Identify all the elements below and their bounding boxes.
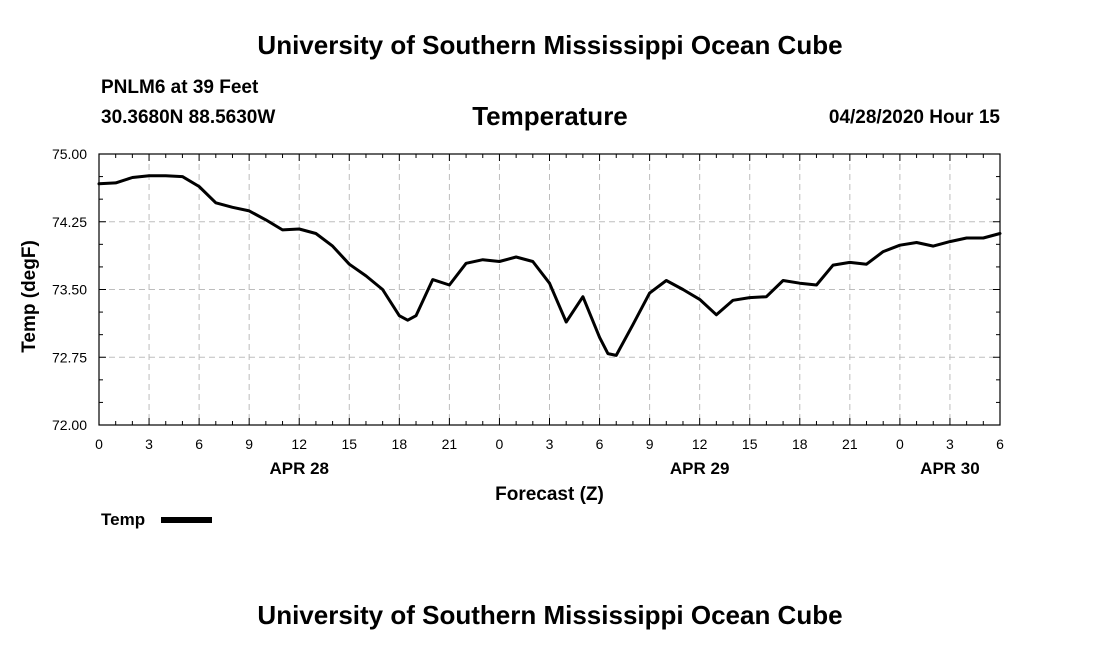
x-tick-label: 6 xyxy=(996,436,1004,452)
x-tick-label: 0 xyxy=(496,436,504,452)
y-tick-label: 75.00 xyxy=(52,146,87,162)
page-title: University of Southern Mississippi Ocean… xyxy=(257,30,843,60)
axis-labels: 0 3 6 9 12 15 18 21 0 3 6 9 12 15 18 21 0 3 6 72.00 72.75 73.… xyxy=(52,146,1004,478)
x-tick-label: 12 xyxy=(692,436,708,452)
y-tick-label: 72.00 xyxy=(52,417,87,433)
run-time-label: 04/28/2020 Hour 15 xyxy=(828,107,1000,128)
x-tick-label: 0 xyxy=(896,436,904,452)
y-axis-label: Temp (degF) xyxy=(19,240,40,353)
y-tick-label: 73.50 xyxy=(52,282,87,298)
legend-line-swatch xyxy=(161,517,212,523)
x-tick-label: 6 xyxy=(596,436,604,452)
grid xyxy=(99,154,1000,425)
series-line-temp xyxy=(97,174,1002,357)
x-tick-label: 15 xyxy=(742,436,758,452)
x-tick-label: 18 xyxy=(792,436,808,452)
series-layer xyxy=(97,174,1002,357)
x-date-label: APR 28 xyxy=(269,459,329,478)
location-label: 30.3680N 88.5630W xyxy=(101,107,276,128)
x-tick-label: 12 xyxy=(291,436,307,452)
x-tick-label: 21 xyxy=(842,436,858,452)
x-tick-label: 3 xyxy=(546,436,554,452)
x-tick-label: 9 xyxy=(646,436,654,452)
temperature-chart: 0 3 6 9 12 15 18 21 0 3 6 9 12 15 18 21 0 3 6 72.00 72.75 73.… xyxy=(19,146,1004,505)
x-tick-label: 15 xyxy=(341,436,357,452)
y-tick-label: 74.25 xyxy=(52,214,87,230)
footer-title: University of Southern Mississippi Ocean… xyxy=(257,600,843,630)
legend-label: Temp xyxy=(101,510,146,529)
x-date-label: APR 30 xyxy=(920,459,980,478)
x-tick-label: 21 xyxy=(442,436,458,452)
x-tick-label: 6 xyxy=(195,436,203,452)
x-tick-label: 0 xyxy=(95,436,103,452)
x-axis-label: Forecast (Z) xyxy=(495,484,604,505)
x-tick-label: 3 xyxy=(946,436,954,452)
x-tick-label: 3 xyxy=(145,436,153,452)
station-label: PNLM6 at 39 Feet xyxy=(101,77,259,98)
x-tick-label: 9 xyxy=(245,436,253,452)
y-tick-label: 72.75 xyxy=(52,349,87,365)
axis-ticks xyxy=(98,153,1001,426)
x-date-label: APR 29 xyxy=(670,459,730,478)
x-tick-label: 18 xyxy=(392,436,408,452)
plot-frame xyxy=(98,153,1001,426)
chart-title: Temperature xyxy=(472,101,628,131)
